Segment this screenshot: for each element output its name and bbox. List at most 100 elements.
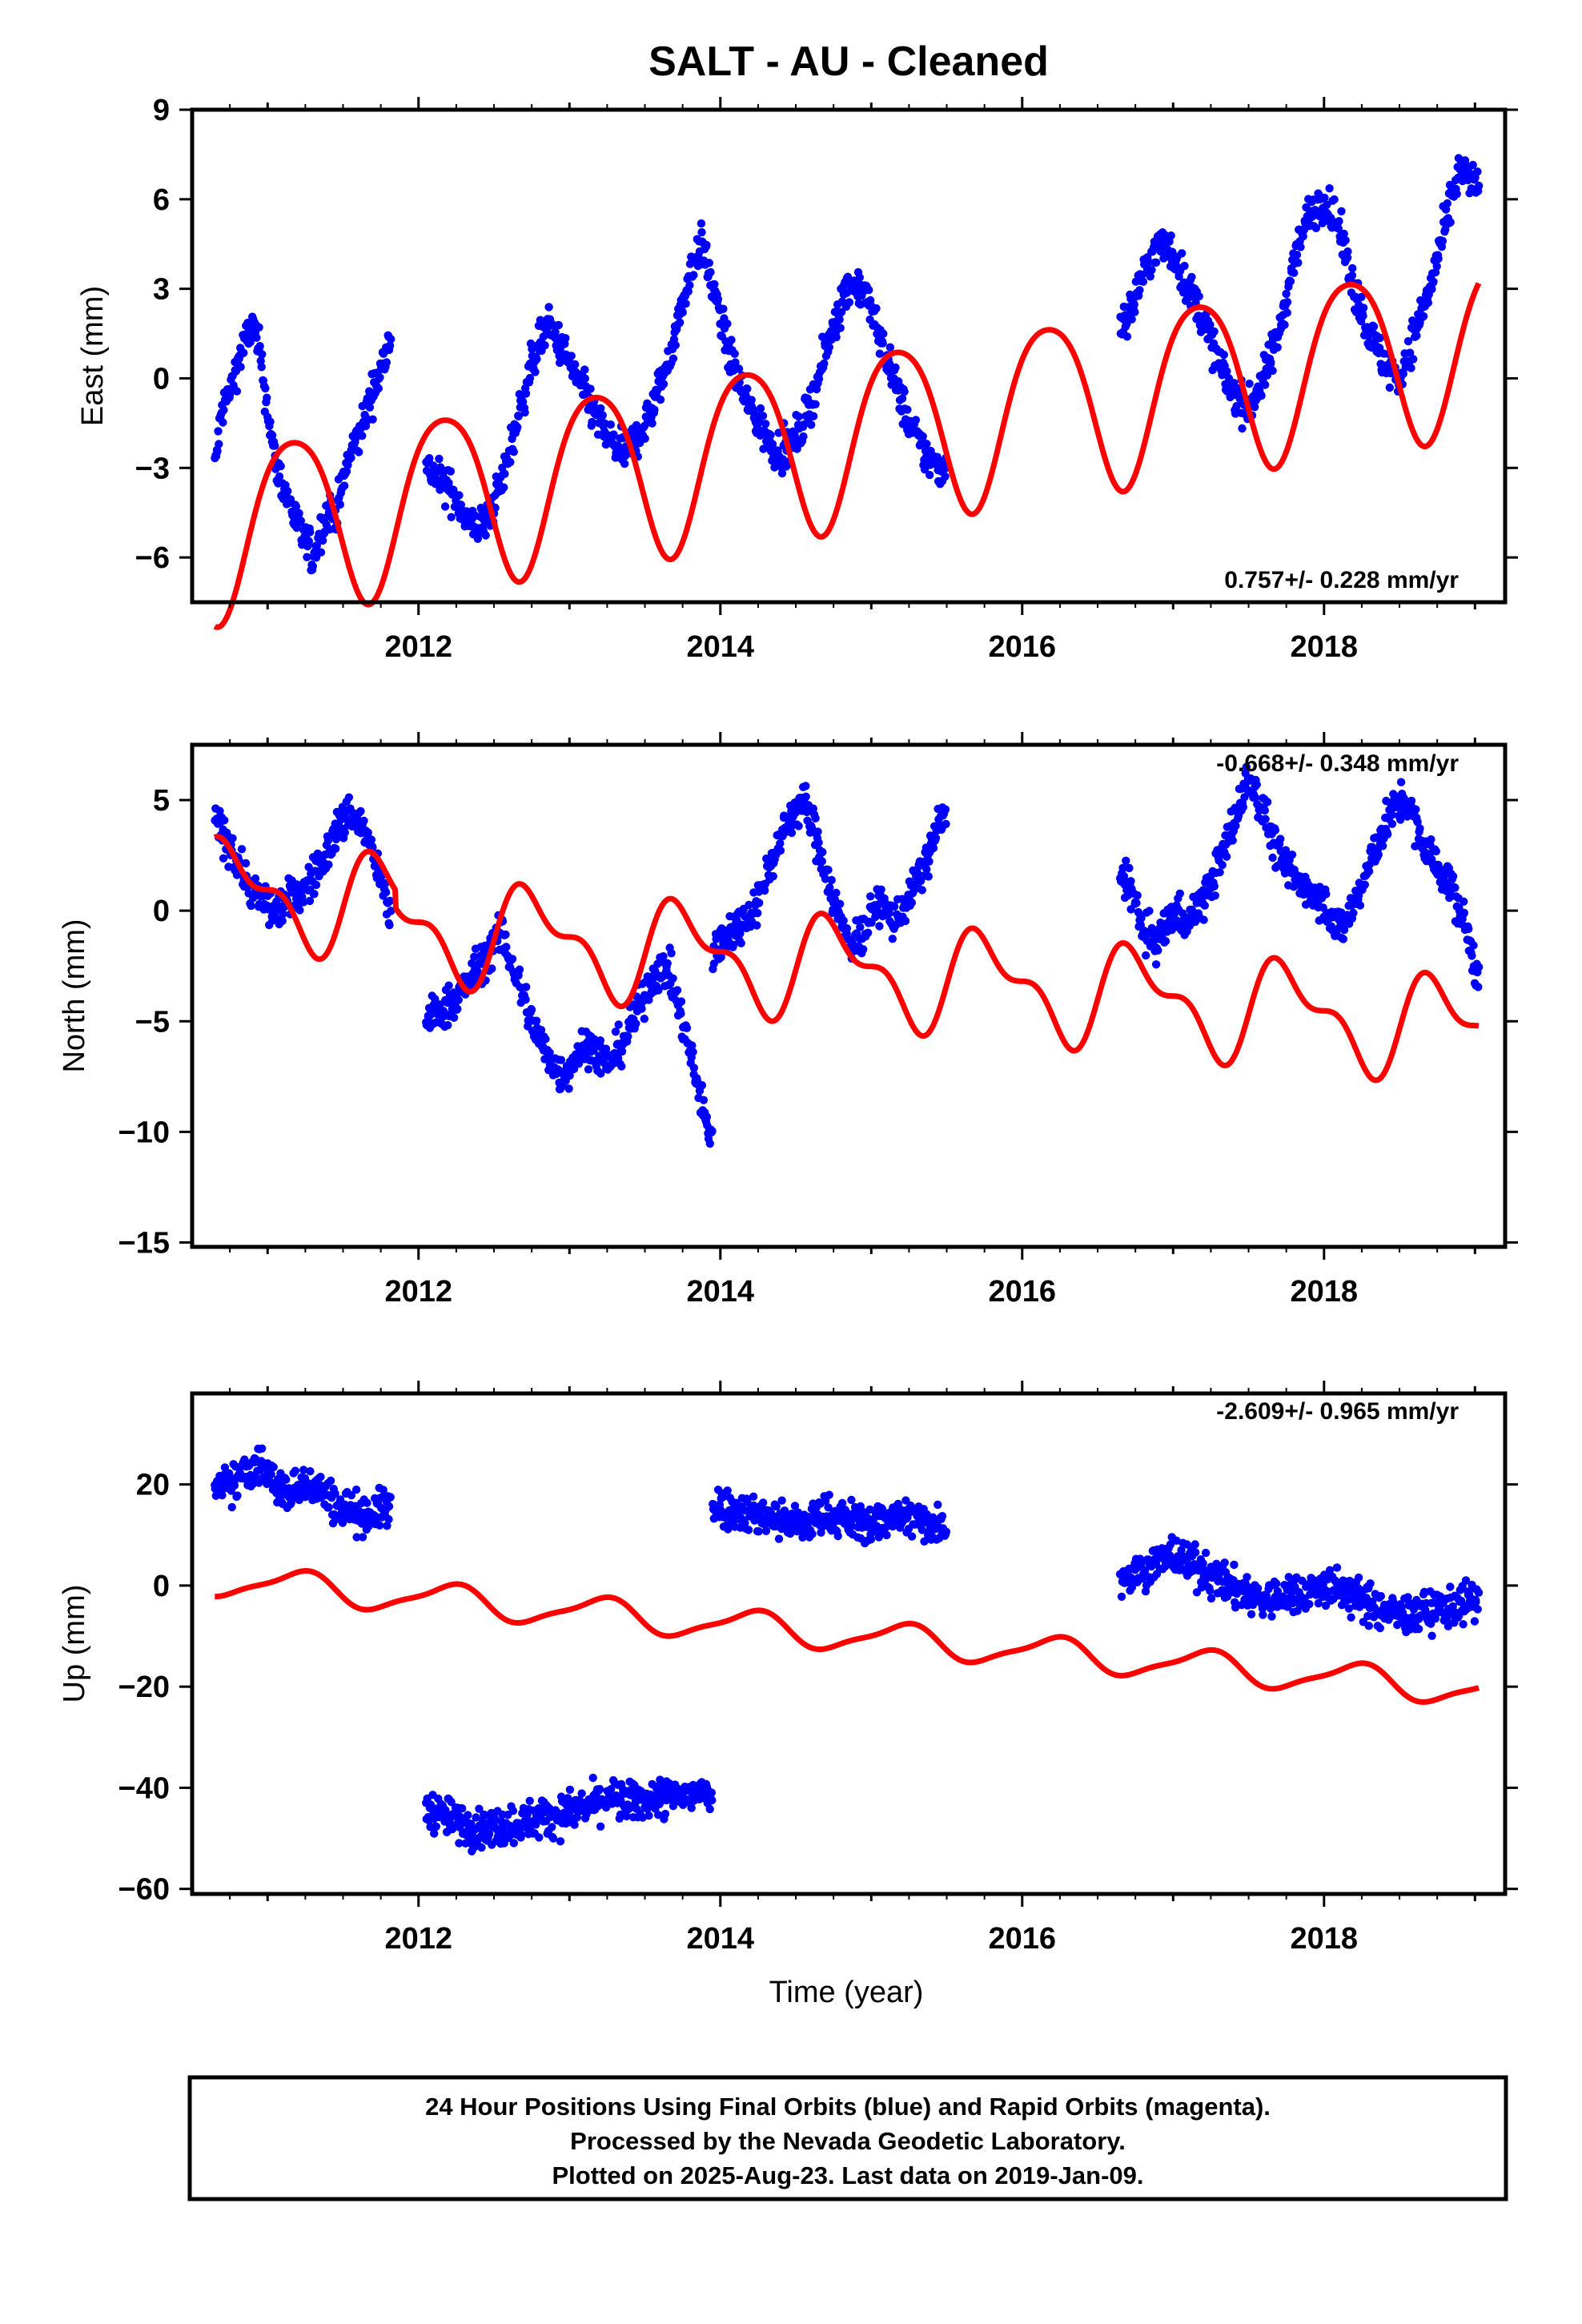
data-point <box>889 902 899 911</box>
data-point <box>381 888 391 897</box>
data-point <box>866 1535 876 1544</box>
y-tick-label: −10 <box>118 1116 170 1149</box>
data-point <box>232 387 242 396</box>
data-point <box>659 380 669 388</box>
data-point <box>535 1833 544 1842</box>
data-point <box>308 561 317 571</box>
data-point <box>673 986 682 995</box>
data-point <box>1166 231 1175 240</box>
data-point <box>901 916 910 926</box>
data-point <box>1427 1631 1436 1640</box>
data-point <box>1206 1586 1215 1595</box>
data-point <box>713 295 723 304</box>
data-point <box>1451 883 1460 892</box>
data-point <box>808 1530 817 1538</box>
data-point <box>374 384 383 393</box>
data-point <box>900 387 909 396</box>
data-point <box>825 343 834 352</box>
data-point <box>1446 218 1455 227</box>
data-point <box>1406 348 1415 357</box>
data-point <box>911 416 921 424</box>
data-point <box>1151 960 1161 969</box>
data-point <box>925 857 934 866</box>
data-point <box>252 333 261 342</box>
data-point <box>519 397 528 406</box>
data-point <box>291 1466 300 1475</box>
data-point <box>697 219 706 228</box>
y-tick-label: −40 <box>118 1771 170 1805</box>
data-point <box>1282 289 1291 299</box>
data-point <box>747 396 756 404</box>
data-point <box>527 1005 536 1015</box>
data-point <box>251 874 260 883</box>
data-point <box>885 343 895 352</box>
data-point <box>323 836 333 845</box>
data-point <box>790 430 799 439</box>
velocity-annotation: -2.609+/- 0.965 mm/yr <box>1216 1398 1459 1425</box>
data-point <box>922 440 931 448</box>
data-point <box>650 405 659 414</box>
data-point <box>588 417 596 427</box>
data-point <box>255 342 264 351</box>
data-point <box>1243 1573 1251 1582</box>
data-point <box>236 363 245 372</box>
data-point <box>340 828 349 837</box>
data-point <box>241 858 251 868</box>
data-point <box>598 411 607 420</box>
data-point <box>1228 836 1237 845</box>
data-point <box>339 481 349 490</box>
data-point <box>1142 951 1150 960</box>
data-point <box>1374 850 1383 859</box>
data-point <box>917 886 926 895</box>
y-tick-label: 5 <box>153 784 170 818</box>
data-point <box>689 271 698 279</box>
data-point <box>500 483 508 492</box>
data-point <box>766 431 775 440</box>
data-point <box>663 959 672 968</box>
data-point <box>324 860 333 869</box>
data-point <box>359 816 368 826</box>
data-point <box>1427 284 1436 294</box>
data-point <box>1460 897 1468 907</box>
data-point <box>907 1532 917 1541</box>
data-point <box>924 872 933 881</box>
data-point <box>213 447 222 456</box>
data-point <box>744 1526 753 1534</box>
data-point <box>237 845 247 854</box>
data-point <box>574 1059 584 1068</box>
data-point <box>1411 805 1420 814</box>
data-point <box>617 1047 627 1056</box>
data-point <box>1130 308 1139 316</box>
data-point <box>214 427 223 436</box>
data-point <box>1151 258 1161 267</box>
data-point <box>1146 272 1155 281</box>
data-point <box>1472 1598 1480 1606</box>
data-point <box>882 1530 891 1540</box>
data-point <box>687 1803 696 1812</box>
x-tick-label: 2016 <box>989 1922 1057 1956</box>
data-point <box>247 901 255 911</box>
data-point <box>1132 899 1141 907</box>
data-point <box>215 440 223 448</box>
data-point <box>500 469 509 478</box>
data-point <box>387 907 396 915</box>
data-point <box>1251 403 1259 412</box>
data-point <box>814 374 824 384</box>
data-point <box>1180 261 1189 271</box>
data-point <box>708 1795 717 1805</box>
data-point <box>506 457 515 467</box>
data-point <box>384 1515 393 1524</box>
data-point <box>1475 963 1484 971</box>
data-point <box>637 1004 646 1013</box>
data-point <box>1383 830 1392 839</box>
x-tick-label: 2016 <box>989 630 1057 664</box>
data-point <box>606 420 615 429</box>
data-point <box>1341 235 1350 245</box>
data-point <box>548 1823 556 1831</box>
data-point <box>879 329 888 338</box>
data-point <box>737 939 745 948</box>
data-point <box>1145 907 1154 915</box>
data-point <box>885 909 894 918</box>
data-point <box>509 448 518 456</box>
data-point <box>1286 277 1295 286</box>
